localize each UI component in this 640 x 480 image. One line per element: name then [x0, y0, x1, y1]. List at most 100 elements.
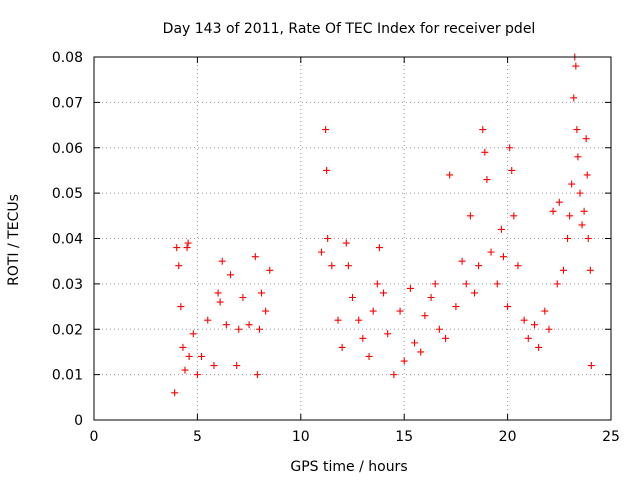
data-point: [524, 334, 532, 342]
data-point: [384, 330, 392, 338]
data-point: [442, 334, 450, 342]
data-point: [233, 362, 241, 370]
data-point: [255, 325, 263, 333]
data-point: [193, 371, 201, 379]
data-point: [479, 126, 487, 134]
data-point: [564, 235, 572, 242]
y-tick-label: 0.05: [52, 186, 83, 202]
data-point: [446, 171, 454, 179]
x-tick-label: 5: [193, 429, 202, 445]
data-point: [342, 239, 350, 247]
data-point: [493, 280, 501, 288]
data-point: [520, 316, 528, 324]
y-tick-label: 0.04: [52, 232, 83, 248]
data-point: [355, 316, 363, 324]
data-point: [218, 257, 226, 265]
data-point: [471, 289, 479, 297]
data-point: [462, 280, 470, 288]
data-point: [458, 257, 466, 265]
data-point: [466, 212, 474, 220]
data-point: [535, 343, 543, 351]
data-point: [559, 266, 567, 274]
data-point: [510, 212, 518, 220]
data-point: [258, 289, 266, 297]
data-point: [380, 289, 388, 297]
data-point: [576, 189, 584, 197]
data-point: [181, 366, 189, 374]
data-point: [483, 176, 491, 184]
data-point: [245, 321, 253, 329]
x-tick-label: 15: [395, 429, 413, 445]
data-point: [226, 271, 234, 279]
data-point: [235, 325, 243, 333]
data-point: [359, 334, 367, 342]
x-axis-label: GPS time / hours: [290, 459, 407, 475]
data-point: [400, 357, 408, 365]
data-point: [578, 221, 586, 229]
data-point: [411, 339, 419, 347]
data-point: [222, 321, 230, 329]
data-point: [396, 307, 404, 315]
y-tick-label: 0.07: [52, 95, 83, 111]
data-point: [365, 352, 373, 360]
data-point: [553, 280, 561, 288]
data-point: [185, 352, 193, 360]
y-tick-label: 0.03: [52, 277, 83, 293]
data-point: [530, 321, 538, 329]
data-point: [239, 293, 247, 301]
data-point: [435, 325, 443, 333]
data-point: [452, 303, 460, 311]
data-point: [497, 225, 505, 233]
data-point: [499, 253, 507, 261]
data-point: [504, 303, 512, 311]
data-point: [253, 371, 261, 379]
data-point: [583, 171, 591, 179]
data-point: [204, 316, 212, 324]
y-tick-label: 0.06: [52, 141, 83, 157]
data-point: [328, 262, 336, 270]
data-point: [216, 298, 224, 306]
data-point: [582, 135, 590, 143]
y-tick-label: 0.01: [52, 368, 83, 384]
x-tick-label: 20: [499, 429, 517, 445]
data-point: [324, 235, 332, 242]
data-point: [184, 239, 192, 247]
data-point: [549, 207, 557, 215]
data-point: [481, 148, 489, 156]
x-tick-label: 0: [90, 429, 99, 445]
data-point: [334, 316, 342, 324]
y-axis-label: ROTI / TECUs: [6, 194, 22, 286]
data-point: [344, 262, 352, 270]
data-point: [373, 280, 381, 288]
data-point: [406, 284, 414, 292]
data-point: [338, 343, 346, 351]
data-point: [572, 62, 580, 70]
y-tick-label: 0.02: [52, 322, 83, 338]
data-point: [317, 248, 325, 256]
data-point: [506, 144, 514, 152]
data-point: [574, 153, 582, 161]
data-points: [171, 53, 595, 397]
data-point: [177, 303, 185, 311]
data-point: [514, 262, 522, 270]
x-tick-label: 25: [602, 429, 620, 445]
data-point: [487, 248, 495, 256]
data-point: [189, 330, 197, 338]
data-point: [323, 166, 331, 174]
data-point: [179, 343, 187, 351]
data-point: [375, 244, 383, 252]
data-point: [266, 266, 274, 274]
data-point: [369, 307, 377, 315]
data-point: [508, 166, 516, 174]
data-point: [210, 362, 218, 370]
data-point: [545, 325, 553, 333]
x-tick-label: 10: [292, 429, 310, 445]
data-point: [198, 352, 206, 360]
data-point: [427, 293, 435, 301]
data-point: [390, 371, 398, 379]
data-point: [555, 198, 563, 206]
data-point: [580, 207, 588, 215]
data-point: [175, 262, 183, 270]
data-point: [262, 307, 270, 315]
